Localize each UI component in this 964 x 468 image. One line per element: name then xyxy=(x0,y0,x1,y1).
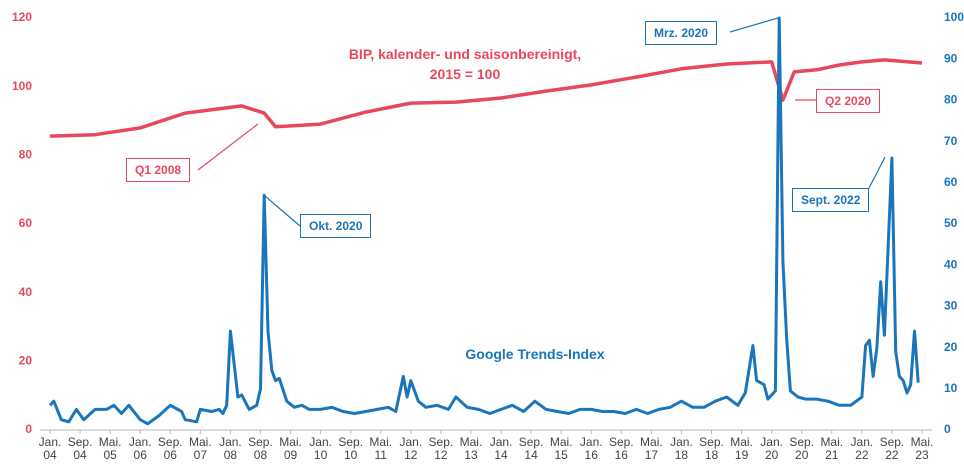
x-tick-label: Mai. 19 xyxy=(730,435,753,462)
x-tick-label: Mai. 23 xyxy=(910,435,934,462)
y2-tick-label: 100 xyxy=(944,10,964,24)
x-tick-label: Sep. 06 xyxy=(157,435,183,462)
y-tick-label: 120 xyxy=(12,10,32,24)
series-label: BIP, kalender- und saisonbereinigt, 2015… xyxy=(348,46,582,82)
y-tick-label: 20 xyxy=(19,354,33,368)
y2-tick-label: 10 xyxy=(944,381,958,395)
line-series xyxy=(49,58,923,138)
annotation-leader xyxy=(264,195,301,227)
x-tick-label: Mai. 15 xyxy=(549,435,573,462)
y2-tick-label: 0 xyxy=(944,422,951,436)
y2-tick-label: 40 xyxy=(944,257,958,271)
x-tick-label: Jan. 12 xyxy=(399,435,423,462)
x-tick-label: Jan. 04 xyxy=(38,435,62,462)
x-tick-label: Mai. 11 xyxy=(369,435,393,462)
x-tick-label: Jan. 20 xyxy=(760,435,783,462)
x-tick-label: Mai. 17 xyxy=(640,435,663,462)
x-tick-label: Mai. 05 xyxy=(98,435,122,462)
x-tick-label: Sep. 10 xyxy=(338,435,364,462)
y-tick-label: 80 xyxy=(19,148,33,162)
annotation: Mrz. 2020 xyxy=(645,21,718,45)
y-tick-label: 40 xyxy=(19,285,33,299)
annotation: Q2 2020 xyxy=(816,89,881,113)
annotation: Q1 2008 xyxy=(126,158,191,182)
annotation: Sept. 2022 xyxy=(792,188,870,212)
annotation-leader xyxy=(197,123,259,171)
line-series xyxy=(48,16,920,426)
x-tick-label: Jan. 22 xyxy=(850,435,874,462)
x-tick-label: Jan. 16 xyxy=(579,435,603,462)
y2-tick-label: 80 xyxy=(944,93,958,107)
x-tick-label: Sep. 04 xyxy=(67,435,93,462)
y2-tick-label: 90 xyxy=(944,51,958,65)
annotation-leader xyxy=(867,156,886,191)
x-tick-label: Sep. 16 xyxy=(608,435,634,462)
x-tick-label: Jan. 10 xyxy=(309,435,332,462)
series-label: Google Trends-Index xyxy=(465,346,605,362)
x-tick-label: Jan. 08 xyxy=(219,435,242,462)
x-tick-label: Jan. 14 xyxy=(489,435,513,462)
x-tick-label: Mai. 21 xyxy=(820,435,844,462)
y2-tick-label: 70 xyxy=(944,134,958,148)
y2-tick-label: 50 xyxy=(944,216,958,230)
annotation-leader xyxy=(729,17,779,33)
x-tick-label: Sep. 18 xyxy=(699,435,724,462)
x-tick-label: Jan. 06 xyxy=(128,435,152,462)
y2-tick-label: 30 xyxy=(944,299,958,313)
x-tick-label: Sep. 14 xyxy=(518,435,544,462)
x-tick-label: Sep. 08 xyxy=(248,435,273,462)
x-tick-label: Sep. 22 xyxy=(879,435,905,462)
y2-tick-label: 20 xyxy=(944,340,958,354)
y-tick-label: 60 xyxy=(19,216,33,230)
y2-tick-label: 60 xyxy=(944,175,958,189)
x-tick-label: Jan. 18 xyxy=(670,435,693,462)
x-tick-label: Sep. 12 xyxy=(428,435,454,462)
x-tick-label: Mai. 09 xyxy=(279,435,302,462)
y-tick-label: 100 xyxy=(12,79,32,93)
annotation: Okt. 2020 xyxy=(300,214,372,238)
x-tick-label: Mai. 13 xyxy=(459,435,483,462)
y-tick-label: 0 xyxy=(25,422,32,436)
x-tick-label: Sep. 20 xyxy=(789,435,815,462)
x-tick-label: Mai. 07 xyxy=(189,435,212,462)
